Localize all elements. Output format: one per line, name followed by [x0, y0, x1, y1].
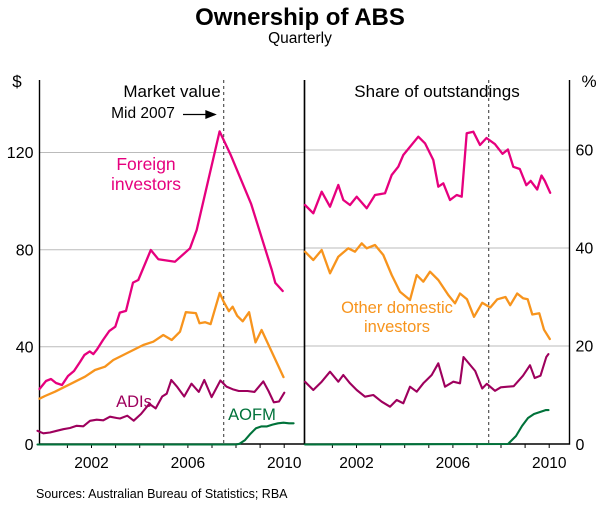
svg-text:2010: 2010	[267, 455, 302, 472]
svg-text:Mid 2007: Mid 2007	[111, 105, 175, 122]
svg-text:$: $	[12, 72, 22, 91]
svg-text:Other domestic: Other domestic	[341, 299, 453, 317]
svg-text:Market value: Market value	[123, 82, 220, 101]
svg-text:Share of outstandings: Share of outstandings	[354, 82, 519, 101]
svg-text:investors: investors	[111, 174, 181, 194]
svg-text:0: 0	[25, 437, 34, 454]
svg-text:20: 20	[576, 339, 594, 356]
svg-text:2002: 2002	[74, 455, 108, 472]
svg-text:40: 40	[576, 241, 594, 258]
svg-text:2006: 2006	[171, 455, 205, 472]
svg-text:120: 120	[7, 145, 34, 162]
svg-text:ADIs: ADIs	[116, 393, 152, 411]
svg-text:80: 80	[16, 243, 34, 260]
svg-text:2010: 2010	[532, 455, 567, 472]
svg-text:AOFM: AOFM	[228, 406, 276, 424]
svg-text:2002: 2002	[339, 455, 373, 472]
svg-text:investors: investors	[364, 318, 430, 336]
svg-text:0: 0	[576, 437, 585, 454]
svg-text:60: 60	[576, 143, 594, 160]
svg-text:40: 40	[16, 340, 34, 357]
svg-text:%: %	[581, 72, 596, 91]
svg-text:Foreign: Foreign	[116, 154, 175, 174]
svg-text:2006: 2006	[436, 455, 470, 472]
